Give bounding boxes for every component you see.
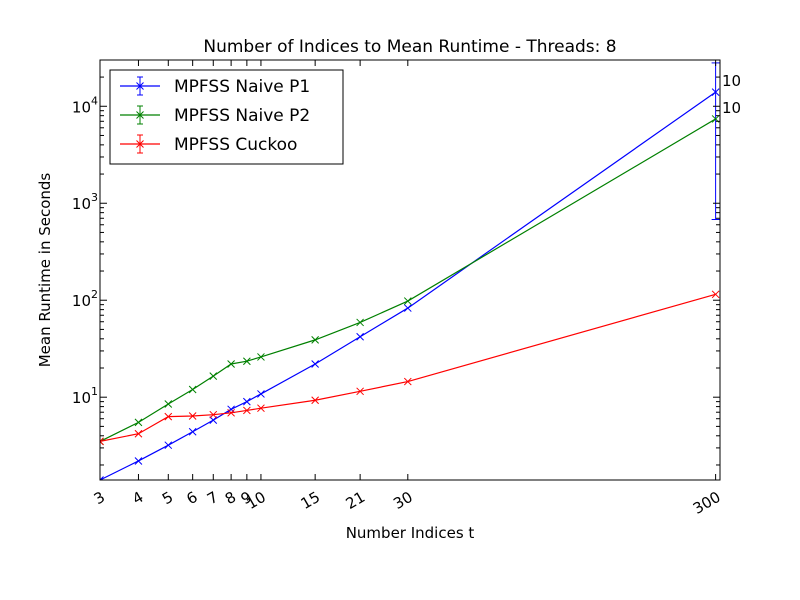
data-point-stroke — [209, 416, 218, 424]
plot-frame — [99, 59, 721, 481]
data-point-stroke — [403, 304, 412, 312]
data-point — [257, 353, 265, 361]
y-tick-label: 102 — [72, 288, 98, 310]
data-point-stroke — [257, 390, 265, 398]
data-point-stroke — [100, 476, 104, 480]
series-line — [100, 91, 716, 480]
data-point-stroke — [134, 429, 143, 438]
data-point — [134, 429, 143, 438]
data-point — [188, 412, 197, 420]
data-point-stroke — [227, 360, 235, 368]
data-point-stroke — [100, 437, 104, 443]
data-point-stroke — [356, 387, 364, 396]
data-point-stroke — [164, 412, 173, 421]
legend: MPFSS Naive P1 MPFSS Naive P2 MPFSS Cuckoo — [109, 69, 344, 165]
data-point — [311, 396, 320, 405]
data-point-stroke — [711, 115, 720, 123]
data-point — [209, 410, 218, 419]
data-point-stroke — [100, 440, 104, 446]
data-point — [188, 427, 197, 436]
data-point — [100, 476, 104, 480]
data-point — [100, 437, 104, 446]
y-tick-label: 104 — [72, 94, 98, 116]
series-line — [100, 118, 716, 442]
data-point-stroke — [243, 406, 251, 415]
data-point — [209, 416, 218, 424]
data-point — [257, 404, 265, 413]
data-point-stroke — [188, 427, 197, 436]
data-point-stroke — [257, 404, 265, 413]
legend-entry: MPFSS Naive P1 — [120, 76, 310, 97]
data-point — [403, 377, 412, 386]
data-point — [164, 441, 173, 450]
data-point-stroke — [243, 357, 251, 366]
data-point — [164, 400, 173, 408]
data-point — [188, 385, 197, 394]
data-point-stroke — [257, 353, 265, 361]
data-point-stroke — [403, 377, 412, 386]
data-point-stroke — [311, 336, 320, 344]
data-point — [227, 360, 235, 368]
data-point — [356, 332, 364, 341]
data-point-stroke — [164, 441, 173, 450]
y-axis-label: Mean Runtime in Seconds — [36, 173, 54, 368]
legend-label: MPFSS Naive P1 — [174, 77, 310, 97]
data-point-stroke — [209, 372, 218, 380]
legend-label: MPFSS Cuckoo — [174, 135, 297, 155]
data-point-stroke — [164, 400, 173, 408]
data-point — [356, 387, 364, 396]
value-annotation: 10 — [722, 99, 741, 117]
plot-area — [100, 62, 720, 480]
data-point-stroke — [227, 405, 235, 414]
y-tick-label: 101 — [72, 385, 98, 407]
data-point — [403, 304, 412, 312]
data-point-stroke — [711, 290, 720, 299]
legend-label: MPFSS Naive P2 — [174, 106, 310, 126]
legend-swatch-marker — [136, 140, 144, 148]
data-point — [243, 357, 251, 366]
data-point — [243, 397, 251, 406]
data-point-stroke — [188, 412, 197, 420]
data-point — [356, 318, 364, 327]
data-point-stroke — [403, 297, 412, 305]
data-point — [164, 412, 173, 421]
data-point-stroke — [356, 318, 364, 327]
legend-swatch-marker — [136, 82, 144, 90]
data-point-stroke — [209, 410, 218, 419]
value-annotation: 10 — [722, 72, 741, 90]
data-point — [134, 457, 143, 465]
data-point-stroke — [243, 397, 251, 406]
data-point — [257, 390, 265, 398]
data-point — [227, 408, 235, 417]
data-point-stroke — [227, 408, 235, 417]
data-point — [227, 405, 235, 414]
data-point-stroke — [311, 360, 320, 368]
data-point-stroke — [188, 385, 197, 394]
data-point — [311, 360, 320, 368]
series-line — [100, 293, 716, 442]
chart-title: Number of Indices to Mean Runtime - Thre… — [203, 37, 616, 57]
data-point-stroke — [134, 457, 143, 465]
x-axis-label: Number Indices t — [346, 524, 475, 542]
data-point — [134, 418, 143, 427]
data-point-stroke — [311, 396, 320, 405]
data-point — [243, 406, 251, 415]
data-point — [711, 290, 720, 299]
data-point-stroke — [356, 332, 364, 341]
data-point — [311, 336, 320, 344]
y-tick-label: 103 — [72, 191, 98, 213]
data-point — [209, 372, 218, 380]
legend-swatch-marker — [136, 111, 144, 119]
legend-entry: MPFSS Cuckoo — [120, 134, 297, 155]
data-point — [403, 297, 412, 305]
data-point-stroke — [134, 418, 143, 427]
legend-entry: MPFSS Naive P2 — [120, 105, 310, 126]
